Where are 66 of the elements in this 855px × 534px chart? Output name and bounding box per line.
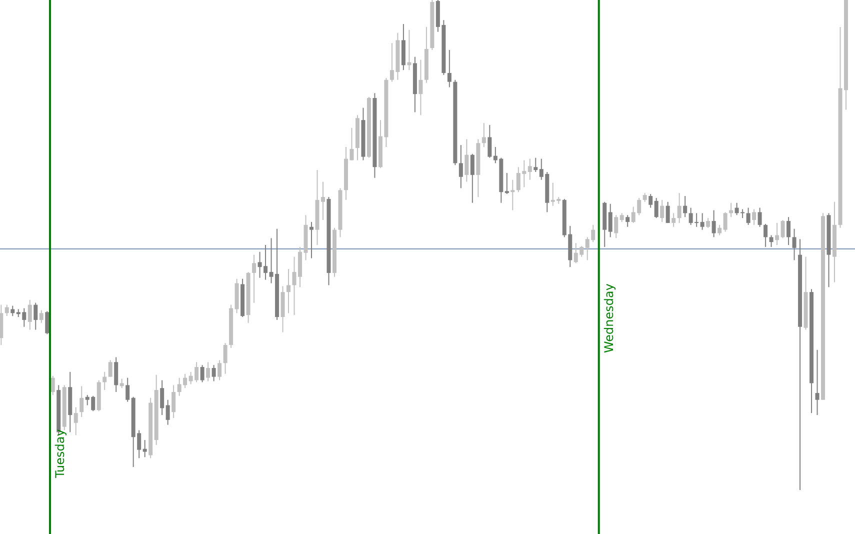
candlestick: [218, 360, 222, 381]
candlestick: [114, 356, 118, 392]
candlestick: [729, 202, 734, 218]
candlestick: [418, 59, 423, 116]
candlestick: [28, 299, 32, 330]
candlestick: [666, 201, 670, 224]
candlestick: [488, 124, 492, 158]
candlestick: [769, 234, 774, 248]
candlestick: [4, 304, 9, 317]
candlestick: [723, 212, 728, 232]
candlestick: [677, 192, 682, 224]
candlestick: [758, 207, 762, 228]
candlestick: [126, 377, 130, 402]
candlestick: [792, 228, 796, 261]
candlestick: [660, 199, 664, 222]
candlestick: [746, 207, 750, 226]
candlestick: [10, 305, 15, 317]
candlestick: [39, 310, 44, 324]
candlestick: [764, 223, 768, 248]
candlestick: [206, 362, 210, 382]
candlestick: [212, 364, 216, 382]
candlestick: [223, 342, 228, 374]
candlestick: [626, 214, 630, 228]
candlestick: [648, 194, 653, 208]
candlestick: [528, 158, 532, 180]
candlestick: [310, 221, 314, 259]
candlestick: [672, 212, 676, 228]
candlestick: [470, 153, 474, 204]
candlestick: [80, 386, 84, 418]
candlestick: [50, 375, 55, 396]
candlestick: [200, 364, 204, 383]
candlestick: [447, 49, 452, 88]
candlestick: [510, 179, 515, 211]
candlestick: [614, 214, 618, 239]
candlestick: [286, 268, 291, 314]
candlestick: [654, 197, 658, 219]
candlestick: [706, 218, 710, 228]
candlestick: [458, 144, 463, 189]
candlestick: [252, 254, 256, 304]
candlestick: [120, 378, 124, 389]
annotation: Tuesday: [53, 429, 67, 479]
annotation: Wednesday: [602, 284, 616, 353]
candlestick: [700, 212, 704, 230]
candlestick: [166, 399, 170, 426]
candlestick: [786, 216, 791, 246]
candlestick: [142, 440, 147, 458]
candlestick: [608, 203, 612, 238]
candlestick: [504, 172, 509, 195]
candlestick: [34, 302, 38, 330]
candlestick: [74, 406, 78, 436]
candlestick: [780, 220, 785, 239]
candlestick: [172, 384, 176, 418]
candlestick: [407, 29, 412, 71]
candlestick: [482, 122, 486, 148]
candlestick: [534, 157, 538, 172]
candlestick: [775, 222, 780, 246]
candlestick: [102, 371, 107, 391]
candlestick: [45, 310, 50, 335]
candlestick: [108, 360, 112, 378]
candlestick: [464, 138, 469, 182]
candlestick: [815, 349, 820, 416]
candlestick: [160, 380, 164, 416]
candlestick: [683, 196, 688, 218]
candlestick: [718, 224, 722, 236]
candlestick: [712, 210, 716, 238]
candlestick: [752, 208, 756, 226]
